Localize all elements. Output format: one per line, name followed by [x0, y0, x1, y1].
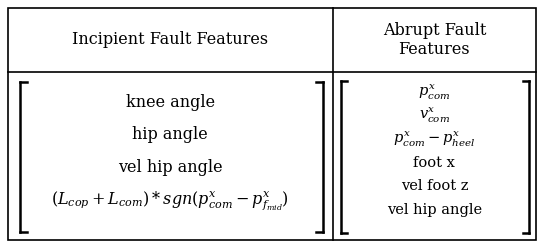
Text: Abrupt Fault
Features: Abrupt Fault Features	[382, 22, 486, 58]
Text: Incipient Fault Features: Incipient Fault Features	[72, 31, 268, 48]
Text: $p^{x}_{com}-p^{x}_{heel}$: $p^{x}_{com}-p^{x}_{heel}$	[393, 129, 475, 149]
Text: vel foot z: vel foot z	[400, 179, 468, 193]
Text: hip angle: hip angle	[133, 126, 208, 143]
Text: foot x: foot x	[413, 156, 455, 170]
Text: $v^{x}_{com}$: $v^{x}_{com}$	[419, 106, 450, 125]
Text: knee angle: knee angle	[126, 93, 215, 111]
Text: vel hip angle: vel hip angle	[118, 159, 222, 176]
Text: $(L_{cop}+L_{com})*sgn(p^{x}_{com}-p^{x}_{f_{mid}})$: $(L_{cop}+L_{com})*sgn(p^{x}_{com}-p^{x}…	[51, 189, 289, 212]
Text: vel hip angle: vel hip angle	[387, 203, 482, 217]
Text: $p^{x}_{com}$: $p^{x}_{com}$	[418, 82, 450, 102]
